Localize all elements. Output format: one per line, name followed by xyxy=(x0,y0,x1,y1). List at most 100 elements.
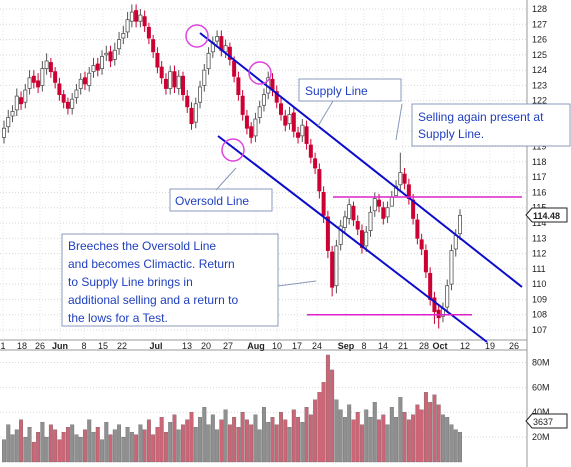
x-tick-label: 14 xyxy=(378,341,388,351)
candle-body xyxy=(129,11,134,22)
volume-bar xyxy=(61,431,66,463)
y-tick-label: 125 xyxy=(532,50,547,60)
volume-bar xyxy=(300,422,305,463)
highlight-circle-supply xyxy=(248,61,272,85)
volume-bar xyxy=(296,417,301,463)
volume-bar xyxy=(441,414,445,463)
y-tick-label: 117 xyxy=(532,172,546,182)
volume-bar xyxy=(313,399,318,463)
volume-bar xyxy=(100,439,104,463)
candle-body xyxy=(163,78,168,89)
volume-bar xyxy=(176,429,181,463)
x-tick-label: Sep xyxy=(338,341,355,351)
volume-bar xyxy=(14,429,19,463)
volume-bar xyxy=(402,412,407,463)
volume-bar xyxy=(428,402,433,463)
candle-body xyxy=(36,80,41,88)
x-tick-label: 18 xyxy=(17,341,27,351)
volume-tick-label: 60M xyxy=(532,382,550,392)
y-tick-label: 119 xyxy=(532,142,546,152)
candle-body xyxy=(151,39,156,53)
y-tick-label: 118 xyxy=(532,157,546,167)
y-tick-label: 114 xyxy=(532,218,546,228)
volume-bar xyxy=(360,424,364,463)
volume-bar xyxy=(163,431,168,463)
volume-bar xyxy=(159,417,164,463)
annotation-breeches-line-3: to Supply Line brings in xyxy=(68,275,193,289)
supply-line xyxy=(199,32,523,288)
candle-body xyxy=(394,185,399,196)
candle-body xyxy=(274,91,279,103)
annotation-breeches-line-4: additional selling and a return to xyxy=(68,293,238,307)
volume-bar xyxy=(406,419,411,463)
x-tick-label: 1 xyxy=(0,341,5,351)
candle-body xyxy=(14,95,19,111)
candle-body xyxy=(381,207,386,219)
annotation-breeches-text: Breeches the Oversold Line and becomes C… xyxy=(68,239,241,325)
volume-bar xyxy=(317,392,322,463)
volume-bar xyxy=(219,419,224,463)
volume-bar xyxy=(206,424,211,463)
volume-bar xyxy=(325,354,330,463)
volume-bar xyxy=(240,412,245,463)
candle-body xyxy=(91,65,96,73)
candle-body xyxy=(291,112,296,132)
x-tick-label: Aug xyxy=(247,341,265,351)
candle-body xyxy=(108,51,113,62)
callout-selling-again xyxy=(395,103,403,141)
x-tick-label: 22 xyxy=(117,341,127,351)
candle-body xyxy=(82,77,87,85)
candle-body xyxy=(308,144,313,158)
candle-body xyxy=(321,192,326,216)
candle-body xyxy=(185,95,190,108)
volume-bar xyxy=(453,429,458,463)
candle-body xyxy=(342,216,347,228)
callout-breeches xyxy=(277,280,317,287)
x-tick-label: 24 xyxy=(312,341,322,351)
volume-bar xyxy=(449,424,454,463)
candle-body xyxy=(95,63,100,71)
volume-tick-label: 40M xyxy=(532,407,550,417)
volume-bar xyxy=(189,412,194,463)
x-tick-label: 10 xyxy=(272,341,282,351)
candle-body xyxy=(287,114,292,125)
volume-bar xyxy=(291,409,296,463)
y-tick-label: 122 xyxy=(532,96,547,106)
volume-bar xyxy=(394,417,399,463)
candle-body xyxy=(377,199,382,207)
x-tick-label: 28 xyxy=(419,341,429,351)
candle-body xyxy=(44,60,49,70)
volume-bar xyxy=(385,424,390,463)
x-tick-label: Jun xyxy=(52,341,68,351)
candle-body xyxy=(240,95,245,115)
candle-body xyxy=(206,52,211,70)
candle-body xyxy=(31,75,36,83)
candle-body xyxy=(27,77,32,89)
candle-body xyxy=(232,60,237,77)
annotation-selling-again: Selling again present at Supply Line. xyxy=(411,103,571,147)
volume-bar xyxy=(445,417,450,463)
annotation-oversold-line-text: Oversold Line xyxy=(175,194,249,208)
candle-body xyxy=(236,77,241,95)
volume-bar xyxy=(78,436,83,463)
y-tick-label: 107 xyxy=(532,325,547,335)
last-volume-label: 3637 xyxy=(533,417,553,427)
candle-body xyxy=(100,55,105,70)
candle-body xyxy=(449,250,454,285)
candle-body xyxy=(423,250,428,273)
candle-body xyxy=(155,52,160,68)
volume-bar xyxy=(65,427,70,463)
candle-body xyxy=(355,221,360,230)
candle-body xyxy=(104,52,109,56)
candlesticks xyxy=(2,4,462,329)
volume-bar xyxy=(134,434,139,463)
candle-body xyxy=(261,94,266,106)
volume-bar xyxy=(389,407,394,463)
volume-bar xyxy=(185,419,190,463)
candle-body xyxy=(180,75,185,95)
volume-bar xyxy=(146,419,151,463)
volume-bar xyxy=(423,392,428,463)
candle-body xyxy=(432,297,437,313)
volume-bar xyxy=(266,422,271,463)
